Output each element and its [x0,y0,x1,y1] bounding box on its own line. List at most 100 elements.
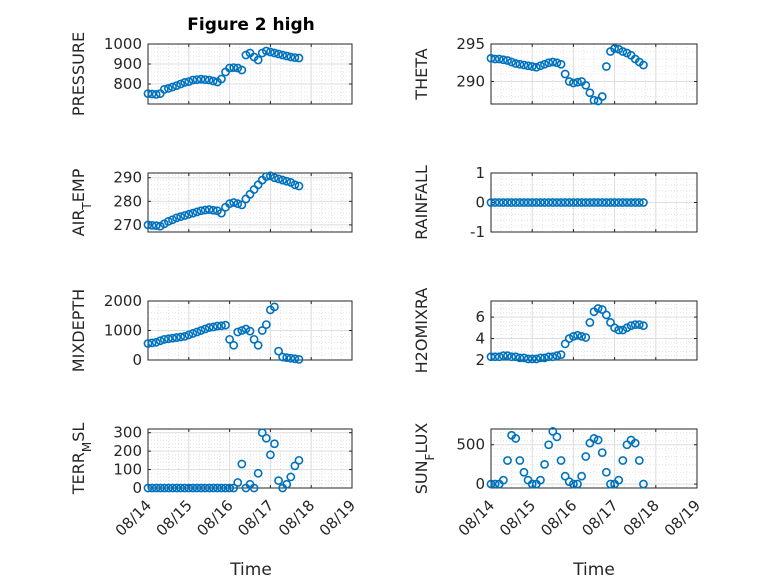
data-point [217,74,226,84]
data-point [155,336,165,346]
data-point [610,198,619,207]
data-point [282,176,292,186]
data-point [614,198,624,207]
data-points [143,428,304,493]
data-point [606,479,615,489]
data-point [507,57,516,67]
y-axis-label: RAINFALL [412,165,431,240]
data-point [253,55,263,65]
data-point [569,198,578,207]
data-point [176,79,186,89]
data-point [278,352,288,362]
data-point [536,61,545,71]
y-tick-label: 500 [456,436,485,454]
data-point [168,483,177,493]
subplot-2: 290 295 THETA [412,35,698,106]
data-point [143,483,153,493]
data-point [606,198,615,207]
data-point [265,171,275,181]
data-point [188,208,198,218]
data-point [229,198,239,207]
data-points [486,426,648,489]
data-point [593,198,603,207]
data-point [593,435,603,445]
data-point [556,456,566,465]
data-points [486,44,648,106]
data-point [511,434,521,443]
data-point [498,55,508,65]
data-point [548,57,558,67]
data-point [261,46,271,56]
data-point [503,456,512,465]
data-point [253,468,263,478]
plot-area [148,173,352,232]
y-tick-label: 295 [456,35,485,53]
axes-box [147,172,353,233]
data-point [204,205,214,214]
data-point [208,322,218,332]
data-point [618,198,628,207]
data-point [552,432,562,442]
data-point [172,333,181,342]
data-point [601,62,611,71]
y-tick-label: 1000 [104,35,142,53]
data-point [172,213,181,223]
data-point [577,331,587,341]
subplot-5: 0 1000 2000 MIXDEPTH [69,289,353,372]
data-point [184,77,194,86]
data-point [225,483,234,493]
data-point [237,65,247,75]
data-point [494,198,504,207]
data-point [503,198,512,207]
data-point [560,339,570,349]
data-point [634,456,644,465]
major-grid [147,173,353,232]
data-point [630,320,640,329]
data-point [290,461,300,471]
data-point [261,433,271,443]
subplot-6: 2 4 6 H2OMIXRA [412,288,698,374]
data-point [548,426,558,436]
data-point [614,475,624,485]
data-point [622,198,632,207]
data-point [237,200,247,210]
y-tick-label: 290 [113,169,142,187]
data-point [589,95,599,105]
data-point [180,211,190,220]
y-axis-label: H2OMIXRA [412,288,431,374]
data-point [265,47,275,57]
data-point [564,198,574,207]
data-point [490,198,500,207]
data-point [614,325,624,335]
data-point [634,198,644,207]
data-point [151,221,161,231]
data-point [548,198,558,207]
data-point [507,352,516,362]
data-point [556,198,566,207]
data-point [184,483,194,493]
data-point [597,305,607,314]
data-point [265,450,275,460]
data-point [556,59,566,69]
minor-grid [490,43,698,105]
data-point [196,74,206,84]
y-tick-label: 1 [475,164,485,182]
data-point [601,310,611,320]
data-point [159,334,169,344]
data-point [294,355,304,364]
data-point [286,52,296,62]
data-point [515,456,525,465]
data-point [536,475,545,485]
data-point [200,324,210,334]
data-points [486,198,648,207]
data-point [494,54,504,64]
data-point [261,172,271,181]
data-point [585,198,595,207]
data-point [630,198,640,207]
y-tick-label: 2000 [104,292,142,310]
y-tick-label: 290 [456,73,485,91]
data-point [163,334,173,344]
data-point [560,471,570,481]
data-point [204,75,214,85]
x-axis-label-left: Time [229,560,272,580]
